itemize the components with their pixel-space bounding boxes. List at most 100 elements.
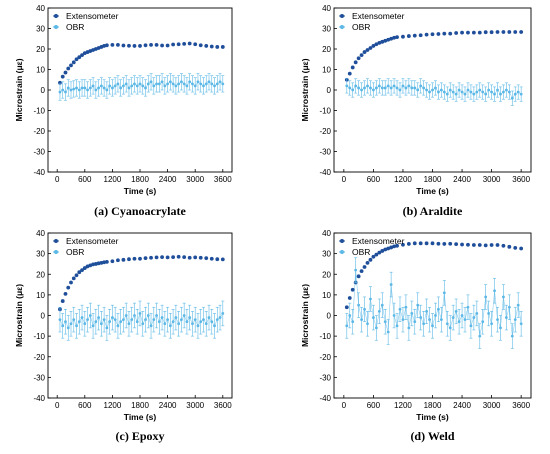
data-point (406, 242, 411, 246)
data-point (407, 84, 411, 88)
data-point (149, 80, 153, 84)
data-point (72, 318, 76, 322)
y-tick-label: -30 (33, 373, 45, 382)
data-point (119, 86, 123, 90)
data-point (182, 314, 186, 317)
panel-caption: (d) Weld (410, 429, 454, 443)
data-point (121, 43, 126, 48)
data-point (472, 316, 476, 319)
data-point (163, 322, 167, 326)
data-point (209, 256, 214, 261)
data-point (88, 86, 92, 90)
data-point (155, 314, 158, 317)
data-point (163, 84, 167, 88)
data-point (489, 243, 494, 247)
data-point (424, 32, 429, 37)
legend-marker (54, 239, 58, 243)
data-point (77, 88, 81, 92)
data-point (380, 249, 385, 253)
data-point (138, 82, 142, 86)
data-point (354, 268, 358, 272)
data-point (180, 318, 183, 322)
y-axis-label: Microstrain (με) (14, 58, 24, 121)
data-point (82, 266, 87, 270)
data-point (204, 44, 209, 48)
data-point (144, 86, 147, 90)
data-point (64, 320, 67, 324)
data-point (362, 50, 367, 54)
data-point (122, 84, 125, 88)
data-point (218, 316, 222, 319)
panel-caption: (a) Cyanoacrylate (94, 204, 186, 218)
data-point (357, 86, 361, 90)
data-point (362, 265, 367, 269)
data-point (469, 90, 473, 94)
data-point (149, 255, 153, 260)
data-point (430, 32, 435, 37)
data-point (108, 84, 112, 88)
data-point (80, 316, 84, 319)
data-point (495, 30, 500, 34)
data-point (360, 88, 363, 92)
data-point (472, 92, 476, 96)
data-point (182, 82, 186, 86)
data-point (348, 314, 352, 317)
data-point (86, 318, 89, 322)
data-point (418, 241, 423, 246)
x-tick-label: 600 (78, 175, 92, 184)
data-point (483, 243, 488, 248)
data-point (160, 255, 164, 260)
data-point (392, 314, 396, 317)
data-point (61, 88, 65, 92)
data-point (143, 43, 148, 48)
legend-marker (340, 14, 344, 18)
data-point (395, 324, 399, 328)
data-point (182, 41, 187, 46)
plot-area (344, 30, 524, 106)
data-point (466, 88, 470, 92)
y-tick-label: 30 (322, 250, 331, 259)
x-tick-label: 2400 (159, 401, 177, 410)
data-point (380, 39, 385, 44)
data-point (451, 316, 455, 319)
data-point (207, 316, 211, 319)
data-point (207, 80, 211, 84)
data-point (496, 88, 499, 92)
data-point (66, 285, 71, 290)
legend-label: Extensometer (66, 236, 119, 246)
data-point (490, 90, 493, 94)
data-point (369, 86, 372, 90)
data-point (135, 84, 139, 88)
data-point (168, 80, 172, 84)
data-point (193, 84, 197, 88)
data-point (187, 255, 192, 260)
data-point (377, 40, 382, 45)
x-tick-label: 0 (55, 401, 60, 410)
data-point (220, 257, 225, 262)
data-point (471, 30, 476, 35)
data-point (499, 326, 502, 330)
data-point (448, 326, 452, 330)
data-point (356, 274, 361, 279)
data-point (371, 44, 376, 48)
legend-label: Extensometer (352, 11, 405, 21)
data-point (345, 324, 349, 328)
legend-marker (340, 239, 344, 243)
data-point (416, 88, 420, 92)
data-point (94, 320, 98, 324)
data-point (132, 44, 137, 48)
plot-area (58, 41, 225, 101)
data-point (471, 243, 476, 247)
data-point (144, 318, 147, 322)
data-point (171, 42, 176, 47)
data-point (132, 256, 137, 261)
data-point (445, 92, 449, 96)
data-point (177, 322, 181, 326)
data-point (104, 43, 109, 48)
data-point (351, 320, 355, 324)
data-point (143, 256, 148, 261)
data-point (213, 84, 216, 88)
data-point (110, 259, 115, 264)
x-tick-label: 1200 (104, 401, 122, 410)
